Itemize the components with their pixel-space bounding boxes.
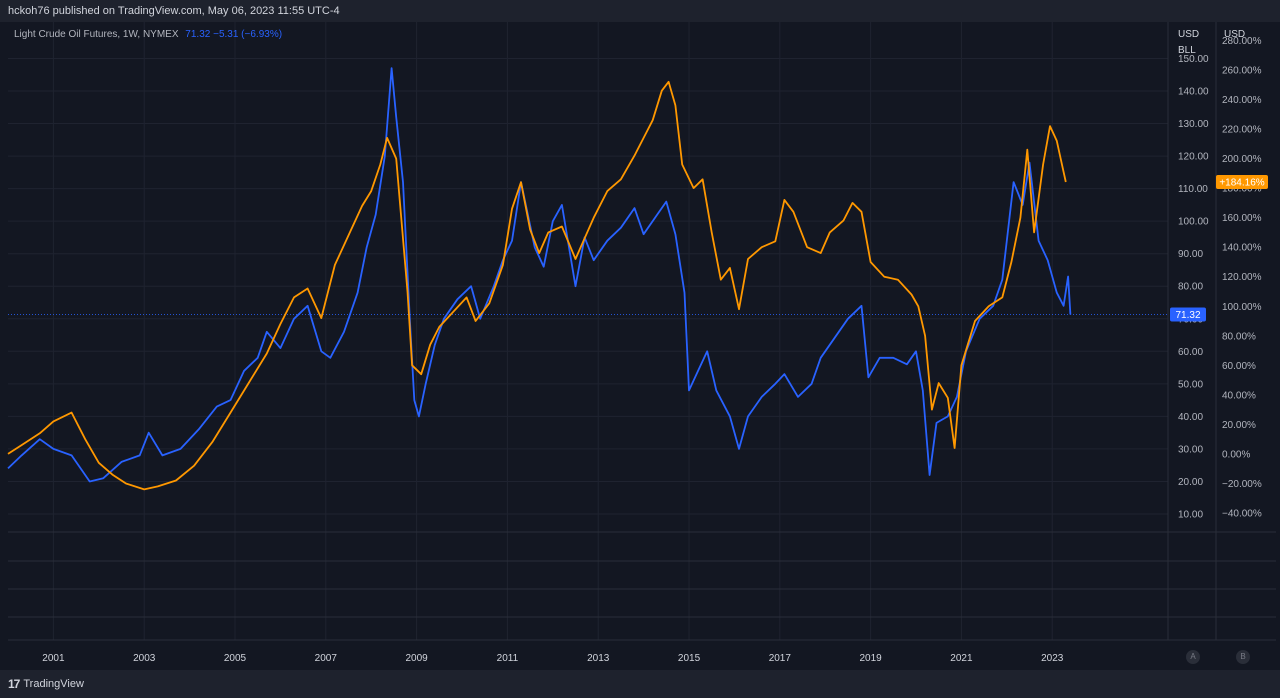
left-axis-unit: USD: [1178, 29, 1199, 40]
right-axis-tick-label: 60.00%: [1222, 361, 1256, 372]
left-axis-tick-label: 80.00: [1178, 282, 1203, 293]
x-axis-tick-label: 2011: [497, 653, 519, 664]
x-axis-tick-label: 2021: [950, 653, 973, 664]
last-percent-label: +184.16%: [1219, 177, 1264, 188]
footer-bar: 17 TradingView: [0, 670, 1280, 698]
left-axis-tick-label: 30.00: [1178, 444, 1203, 455]
x-axis-tick-label: 2003: [133, 653, 156, 664]
last-percent-badge: [1216, 174, 1268, 189]
right-axis-tick-label: 200.00%: [1222, 154, 1262, 165]
orange-series-line: [7, 80, 1067, 491]
left-axis-tick-label: 20.00: [1178, 477, 1203, 488]
blue-series-line: [7, 67, 1072, 483]
x-axis-tick-label: 2019: [859, 653, 882, 664]
x-axis-tick-label: 2017: [769, 653, 792, 664]
right-axis-unit: USD: [1224, 29, 1245, 40]
right-axis-tick-label: −20.00%: [1222, 479, 1262, 490]
last-price-label: 71.32: [1175, 310, 1200, 321]
x-axis-tick-label: 2005: [224, 653, 247, 664]
left-axis-tick-label: 90.00: [1178, 249, 1203, 260]
right-axis-tick-label: −40.00%: [1222, 509, 1262, 520]
right-axis-tick-label: 140.00%: [1222, 243, 1262, 254]
right-axis-tick-label: 0.00%: [1222, 449, 1250, 460]
brand-label: TradingView: [23, 678, 84, 690]
right-axis-tick-label: 120.00%: [1222, 272, 1262, 283]
left-axis-tick-label: 100.00: [1178, 217, 1209, 228]
x-axis-tick-label: 2015: [678, 653, 701, 664]
right-axis-tick-label: 160.00%: [1222, 213, 1262, 224]
symbol-legend: Light Crude Oil Futures, 1W, NYMEX 71.32…: [14, 29, 282, 40]
auto-scale-button[interactable]: A: [1186, 650, 1200, 664]
x-axis-tick-label: 2013: [587, 653, 610, 664]
tradingview-logo-icon: 17: [8, 677, 20, 691]
left-axis-tick-label: 60.00: [1178, 347, 1203, 358]
scale-b-button[interactable]: B: [1236, 650, 1250, 664]
right-axis-tick-label: 240.00%: [1222, 95, 1262, 106]
right-axis-tick-label: 180.00%: [1222, 184, 1262, 195]
left-axis-tick-label: 10.00: [1178, 510, 1203, 521]
symbol-values: 71.32 −5.31 (−6.93%): [185, 29, 283, 40]
last-price-badge: [1170, 307, 1206, 322]
symbol-name: Light Crude Oil Futures, 1W, NYMEX: [14, 29, 179, 40]
left-axis-tick-label: 140.00: [1178, 87, 1209, 98]
right-axis-tick-label: 280.00%: [1222, 36, 1262, 47]
x-axis-tick-label: 2009: [405, 653, 428, 664]
left-axis-tick-label: 130.00: [1178, 119, 1209, 130]
x-axis-tick-label: 2023: [1041, 653, 1064, 664]
left-axis-tick-label: 50.00: [1178, 379, 1203, 390]
right-axis-tick-label: 80.00%: [1222, 331, 1256, 342]
left-axis-unit-sub: BLL: [1178, 45, 1196, 56]
left-axis-tick-label: 150.00: [1178, 54, 1209, 65]
right-axis-tick-label: 220.00%: [1222, 125, 1262, 136]
left-axis-tick-label: 120.00: [1178, 152, 1209, 163]
right-axis-tick-label: 260.00%: [1222, 66, 1262, 77]
x-axis-tick-label: 2007: [315, 653, 338, 664]
right-axis-tick-label: 20.00%: [1222, 420, 1256, 431]
right-axis-tick-label: 40.00%: [1222, 390, 1256, 401]
left-axis-tick-label: 110.00: [1178, 184, 1208, 195]
left-axis-tick-label: 40.00: [1178, 412, 1203, 423]
publish-info: hckoh76 published on TradingView.com, Ma…: [0, 0, 1280, 22]
right-axis-tick-label: 100.00%: [1222, 302, 1262, 313]
x-axis-tick-label: 2001: [42, 653, 65, 664]
